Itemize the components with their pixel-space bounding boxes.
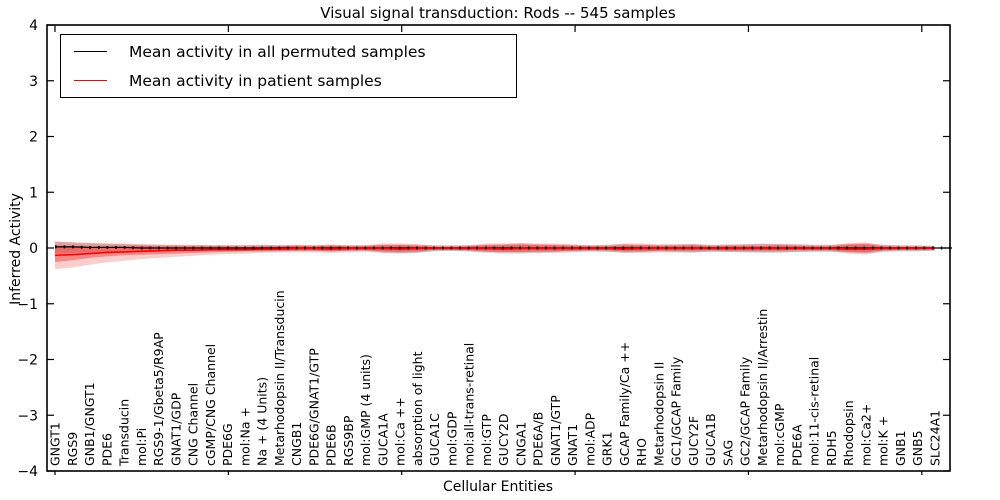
category-label: PDE6A (789, 424, 804, 466)
category-label: mol:Na + (237, 407, 252, 466)
y-tick-label: 3 (29, 74, 38, 90)
category-label: mol:11-cis-retinal (807, 357, 822, 466)
y-tick-label: −4 (17, 464, 38, 480)
x-axis-title: Cellular Entities (442, 479, 554, 495)
category-label: GNAT1/GDP (168, 392, 183, 466)
category-label: cGMP/CNG Channel (203, 344, 218, 466)
category-label: Rhodopsin (841, 400, 856, 466)
category-label: mol:ADP (582, 412, 597, 466)
category-label: GRK1 (600, 431, 615, 466)
category-label: Metarhodopsin II/Transducin (272, 290, 287, 466)
legend: Mean activity in all permuted samples Me… (60, 34, 517, 98)
category-label: GUCY2D (496, 413, 511, 466)
legend-label-patient: Mean activity in patient samples (129, 71, 382, 90)
category-label: SLC24A1 (927, 410, 942, 466)
category-label: GNGT1 (48, 422, 63, 466)
category-label: mol:GMP (4 units) (358, 354, 373, 466)
category-label: GCAP Family/Ca ++ (617, 342, 632, 466)
permuted-line-markers (55, 245, 952, 250)
y-tick-label: 0 (29, 241, 38, 257)
category-label: GUCA1A (375, 413, 390, 466)
category-label: PDE6A/B (531, 412, 546, 466)
category-label: mol:GDP (444, 411, 459, 466)
category-label: CNGB1 (289, 422, 304, 466)
category-label: mol:GTP (479, 414, 494, 466)
category-label: GNAT1 (565, 424, 580, 466)
y-tick-label: −1 (17, 297, 38, 313)
y-tick-label: −2 (17, 353, 38, 369)
category-label: PDE6G (220, 423, 235, 466)
category-label: Metarhodopsin II/Arrestin (755, 309, 770, 466)
category-label: CNGA1 (513, 422, 528, 466)
category-label: CNG Channel (186, 383, 201, 466)
y-axis-title: Inferred Activity (8, 193, 24, 305)
category-label: RGS9BP (341, 415, 356, 466)
category-label: Na + (4 Units) (255, 377, 270, 466)
chart-title: Visual signal transduction: Rods -- 545 … (320, 4, 676, 22)
category-label: Transducin (117, 399, 132, 467)
category-label: PDE6B (324, 424, 339, 466)
category-label: mol:all-trans-retinal (462, 343, 477, 466)
category-label: GNB1/GNGT1 (82, 382, 97, 466)
category-label: RDH5 (824, 430, 839, 466)
category-label: GUCY2F (686, 416, 701, 466)
category-label: mol:K + (876, 416, 891, 466)
category-label: GC2/GCAP Family (738, 356, 753, 466)
legend-item-permuted: Mean activity in all permuted samples (74, 37, 516, 66)
y-tick-label: 2 (29, 130, 38, 146)
category-label: RHO (634, 438, 649, 466)
y-tick-label: −3 (17, 408, 38, 424)
y-tick-label: 4 (29, 18, 38, 34)
category-label: mol:Ca ++ (393, 397, 408, 466)
category-label: GUCA1C (427, 413, 442, 466)
y-tick-label: 1 (29, 185, 38, 201)
category-label: mol:Ca2+ (858, 404, 873, 466)
category-label: GUCA1B (703, 413, 718, 466)
category-label: PDE6 (99, 433, 114, 466)
category-label: RGS9 (65, 432, 80, 466)
category-label: SAG (720, 440, 735, 466)
category-label: GNAT1/GTP (548, 395, 563, 466)
category-label: PDE6G/GNAT1/GTP (306, 348, 321, 466)
category-label: Metarhodopsin II (651, 362, 666, 466)
permuted-line-sample-icon (74, 51, 107, 52)
category-label: GC1/GCAP Family (669, 356, 684, 466)
category-label: mol:Pi (134, 428, 149, 466)
legend-item-patient: Mean activity in patient samples (74, 66, 516, 95)
category-label: absorption of light (410, 351, 425, 466)
legend-label-permuted: Mean activity in all permuted samples (129, 42, 426, 61)
category-label: RGS9-1/Gbeta5/R9AP (151, 332, 166, 466)
patient-line-sample-icon (74, 80, 107, 81)
category-label: GNB1 (893, 430, 908, 466)
category-label: mol:cGMP (772, 403, 787, 466)
category-label: GNB5 (910, 430, 925, 466)
